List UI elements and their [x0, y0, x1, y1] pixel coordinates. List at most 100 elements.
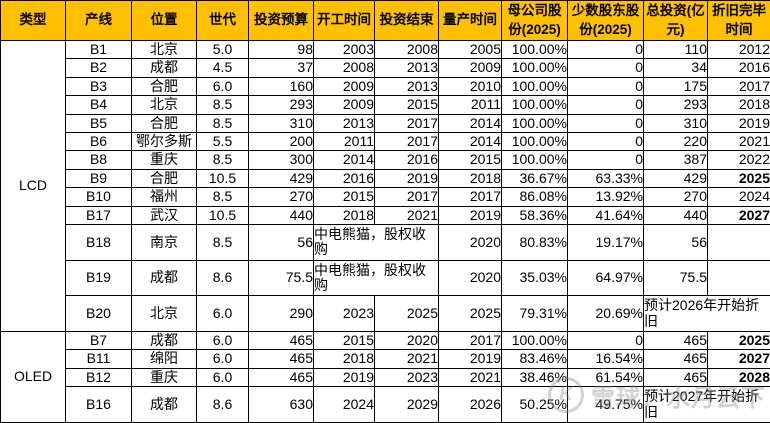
table-cell: B20: [65, 295, 132, 332]
table-row: B9 合肥 10.5 429 2016 2019 2018 36.67% 63.33% 429 20…: [1, 168, 770, 189]
table-cell: 2016: [374, 150, 439, 170]
table-cell: 100.00%: [501, 150, 568, 170]
table-row: B4 北京 8.5 293 2009 2015 2011 100.00% 0 293 2018: [1, 95, 770, 115]
table-cell: 61.54%: [567, 367, 644, 388]
table-cell: 8.5: [196, 150, 249, 170]
table-cell: B9: [65, 168, 132, 189]
table-cell: 2011: [438, 95, 502, 115]
table-cell: 0: [567, 150, 644, 170]
table-row: B5 合肥 8.5 310 2013 2017 2014 100.00% 0 310 2019: [1, 113, 770, 133]
table-cell: 武汉: [131, 205, 197, 225]
table-row: B18 南京 8.5 56 中电熊猫，股权收购 2020 80.83% 19.17% 56: [1, 223, 770, 261]
table-cell: 2016: [313, 168, 375, 189]
table-cell: 2003: [313, 39, 375, 60]
table-row: B2 成都 4.5 37 2008 2013 2009 100.00% 0 34 2016: [1, 58, 770, 78]
table-cell: 2017: [707, 76, 770, 97]
type-group-cell: LCD: [0, 40, 66, 332]
column-header-mass-production: 量产时间: [438, 0, 502, 41]
table-cell: 0: [567, 95, 644, 115]
type-group-cell: OLED: [0, 330, 66, 423]
table-row: B3 合肥 6.0 160 2009 2013 2010 100.00% 0 175 2017: [1, 76, 770, 97]
table-cell: 100.00%: [501, 113, 568, 133]
table-cell: B2: [65, 58, 132, 78]
table-cell: 2020: [374, 330, 439, 351]
table-cell: 2017: [374, 131, 439, 152]
table-cell: 465: [643, 330, 708, 351]
table-cell: 387: [643, 150, 708, 170]
table-cell: 2017: [374, 113, 439, 133]
table-cell: 6.0: [196, 330, 249, 351]
table-cell: B18: [65, 223, 132, 261]
table-cell: 310: [643, 113, 708, 133]
table-cell: 6.0: [196, 367, 249, 388]
table-cell: 2009: [313, 95, 375, 115]
table-cell: B10: [65, 187, 132, 207]
table-cell: 2019: [438, 349, 502, 369]
table-row: LCD B1 北京 5.0 98 2003 2008 2005 100.00% 0 110 2012: [0, 39, 770, 332]
column-header-start-time: 开工时间: [313, 0, 375, 41]
table-cell: [707, 259, 770, 297]
table-cell: 5.5: [196, 131, 249, 152]
table-cell: 100.00%: [501, 39, 568, 60]
table-row: OLED B7 成都 6.0 465 2015 2020 2017 100.00% 0 465 202…: [0, 330, 770, 423]
table-cell: 2008: [313, 58, 375, 78]
table-cell: 2027: [707, 205, 770, 225]
table-cell: 2024: [707, 187, 770, 207]
table-cell: 2015: [438, 150, 502, 170]
table-cell: 预计2026年开始折旧: [643, 295, 770, 332]
table-cell: 福州: [131, 187, 197, 207]
table-cell: 2021: [374, 205, 439, 225]
table-cell: 2021: [438, 367, 502, 388]
column-header-generation: 世代: [196, 0, 249, 41]
table-cell: 80.83%: [501, 223, 568, 261]
table-cell: 2008: [374, 39, 439, 60]
table-cell: 20.69%: [567, 295, 644, 332]
table-cell: 2025: [374, 295, 439, 332]
table-cell: 4.5: [196, 58, 249, 78]
table-cell: 56: [248, 223, 314, 261]
table-cell: 2025: [707, 330, 770, 351]
table-header: 类型 产线 位置 世代 投资预算 开工时间 投资结束 量产时间 母公司股份(20…: [0, 0, 770, 41]
table-cell: 0: [567, 76, 644, 97]
table-cell: 2020: [438, 259, 502, 297]
table-cell: 0: [567, 39, 644, 60]
table-cell: 8.6: [196, 259, 249, 297]
table-cell: 270: [248, 187, 314, 207]
table-cell: 北京: [131, 39, 197, 60]
table-cell: 2012: [707, 39, 770, 60]
table-cell: 2025: [707, 168, 770, 189]
table-cell: 465: [248, 349, 314, 369]
table-cell: 64.97%: [567, 259, 644, 297]
table-row: B19 成都 8.6 75.5 中电熊猫，股权收购 2020 35.03% 64.97% 75.…: [1, 259, 770, 297]
table-cell: 2017: [374, 187, 439, 207]
table-cell: 成都: [131, 259, 197, 297]
table-cell: 160: [248, 76, 314, 97]
table-cell: 南京: [131, 223, 197, 261]
table-cell: 绵阳: [131, 349, 197, 369]
table-cell: 86.08%: [501, 187, 568, 207]
table-cell: 13.92%: [567, 187, 644, 207]
table-cell: 630: [248, 386, 314, 423]
table-row: B16 成都 8.6 630 2024 2029 2026 50.25% 49.75% 预计202…: [1, 386, 770, 423]
table-cell: 2011: [313, 131, 375, 152]
table-cell: 2014: [313, 150, 375, 170]
table-cell: 2028: [707, 367, 770, 388]
table-cell: 2017: [438, 187, 502, 207]
table-cell: 19.17%: [567, 223, 644, 261]
table-cell: 2020: [438, 223, 502, 261]
table-row: B10 福州 8.5 270 2015 2017 2017 86.08% 13.92% 270 20…: [1, 187, 770, 207]
table-cell: 98: [248, 39, 314, 60]
table-cell: 北京: [131, 295, 197, 332]
table-cell: 预计2027年开始折旧: [643, 386, 770, 423]
table-cell: 合肥: [131, 76, 197, 97]
table-cell: [707, 223, 770, 261]
table-cell: 440: [643, 205, 708, 225]
table-cell: 50.25%: [501, 386, 568, 423]
table-cell: 16.54%: [567, 349, 644, 369]
table-cell: 2029: [374, 386, 439, 423]
table-body: LCD B1 北京 5.0 98 2003 2008 2005 100.00% 0 110 2012 B…: [0, 39, 770, 423]
table-cell: 465: [643, 349, 708, 369]
table-cell: 2019: [707, 113, 770, 133]
column-header-type: 类型: [0, 0, 66, 41]
table-cell: 290: [248, 295, 314, 332]
